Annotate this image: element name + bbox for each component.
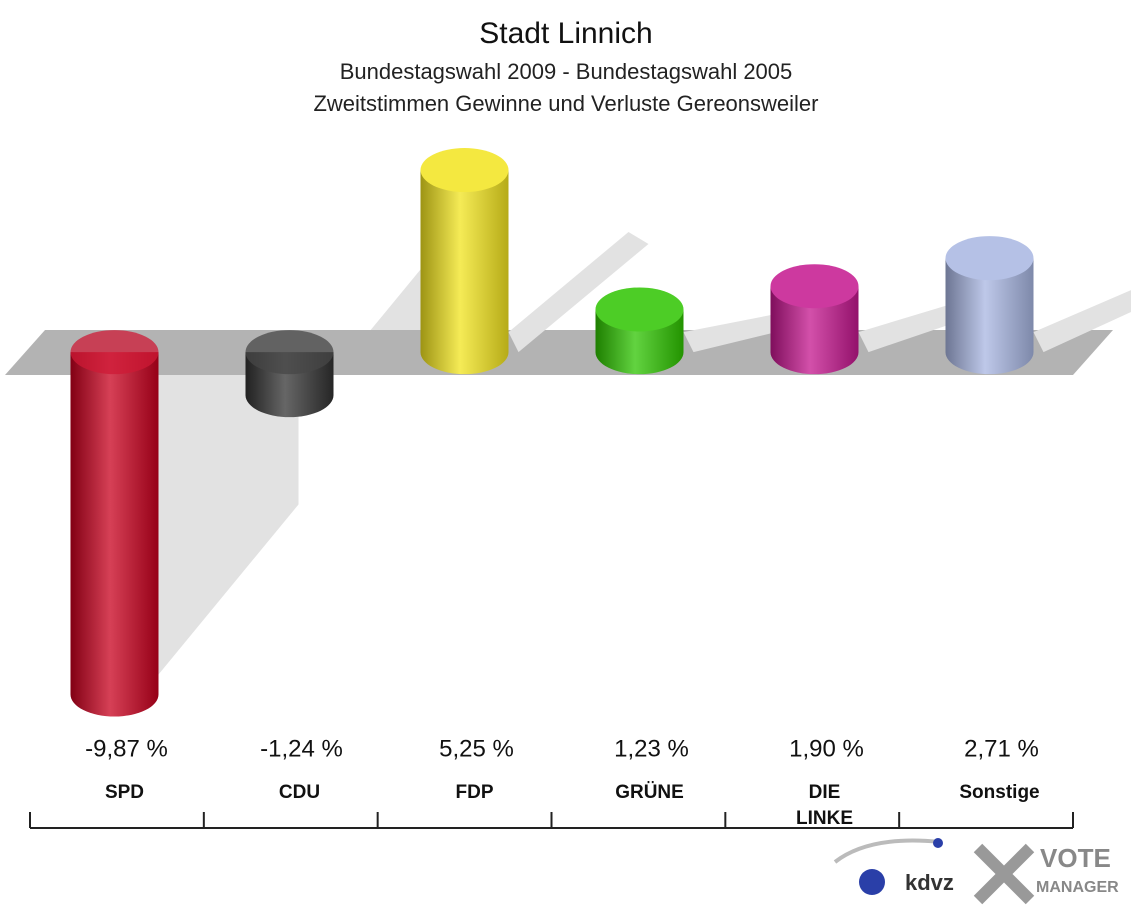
bar-shadow (508, 231, 649, 353)
bar-top (945, 236, 1034, 281)
bar (70, 352, 159, 695)
chart-subtitle: Bundestagswahl 2009 - Bundestagswahl 200… (340, 59, 793, 84)
value-label: 5,25 % (439, 735, 514, 762)
bar-top (70, 330, 159, 375)
logo-text: VOTE (1040, 843, 1111, 873)
bar-top (770, 264, 859, 309)
logo-ball (933, 838, 943, 848)
category-label: Sonstige (959, 782, 1040, 803)
logo-text: MANAGER (1036, 879, 1119, 896)
bar (420, 170, 509, 353)
logo-swoosh (833, 838, 941, 864)
bar-shadow (1033, 290, 1131, 353)
category-label: CDU (278, 782, 321, 803)
logo-ball (859, 869, 885, 895)
value-label: 2,71 % (964, 735, 1039, 762)
chart-subtitle: Zweitstimmen Gewinne und Verluste Gereon… (313, 91, 818, 116)
value-label: -1,24 % (260, 735, 343, 762)
bar-top (245, 330, 334, 375)
chart-title: Stadt Linnich (479, 17, 652, 50)
category-label: GRÜNE (615, 782, 684, 803)
bar-shadow (158, 362, 299, 675)
logo-cross (973, 843, 1035, 905)
category-label: DIE LINKE (796, 782, 853, 829)
logo-text: kdvz (905, 870, 954, 895)
bar-top (595, 287, 684, 332)
category-label: SPD (104, 782, 145, 803)
value-label: 1,23 % (614, 735, 689, 762)
value-label: -9,87 % (85, 735, 168, 762)
logo: kdvz VOTE MANAGER (833, 838, 1119, 905)
bar-top (420, 148, 509, 193)
category-label: FDP (455, 782, 494, 803)
value-label: 1,90 % (789, 735, 864, 762)
